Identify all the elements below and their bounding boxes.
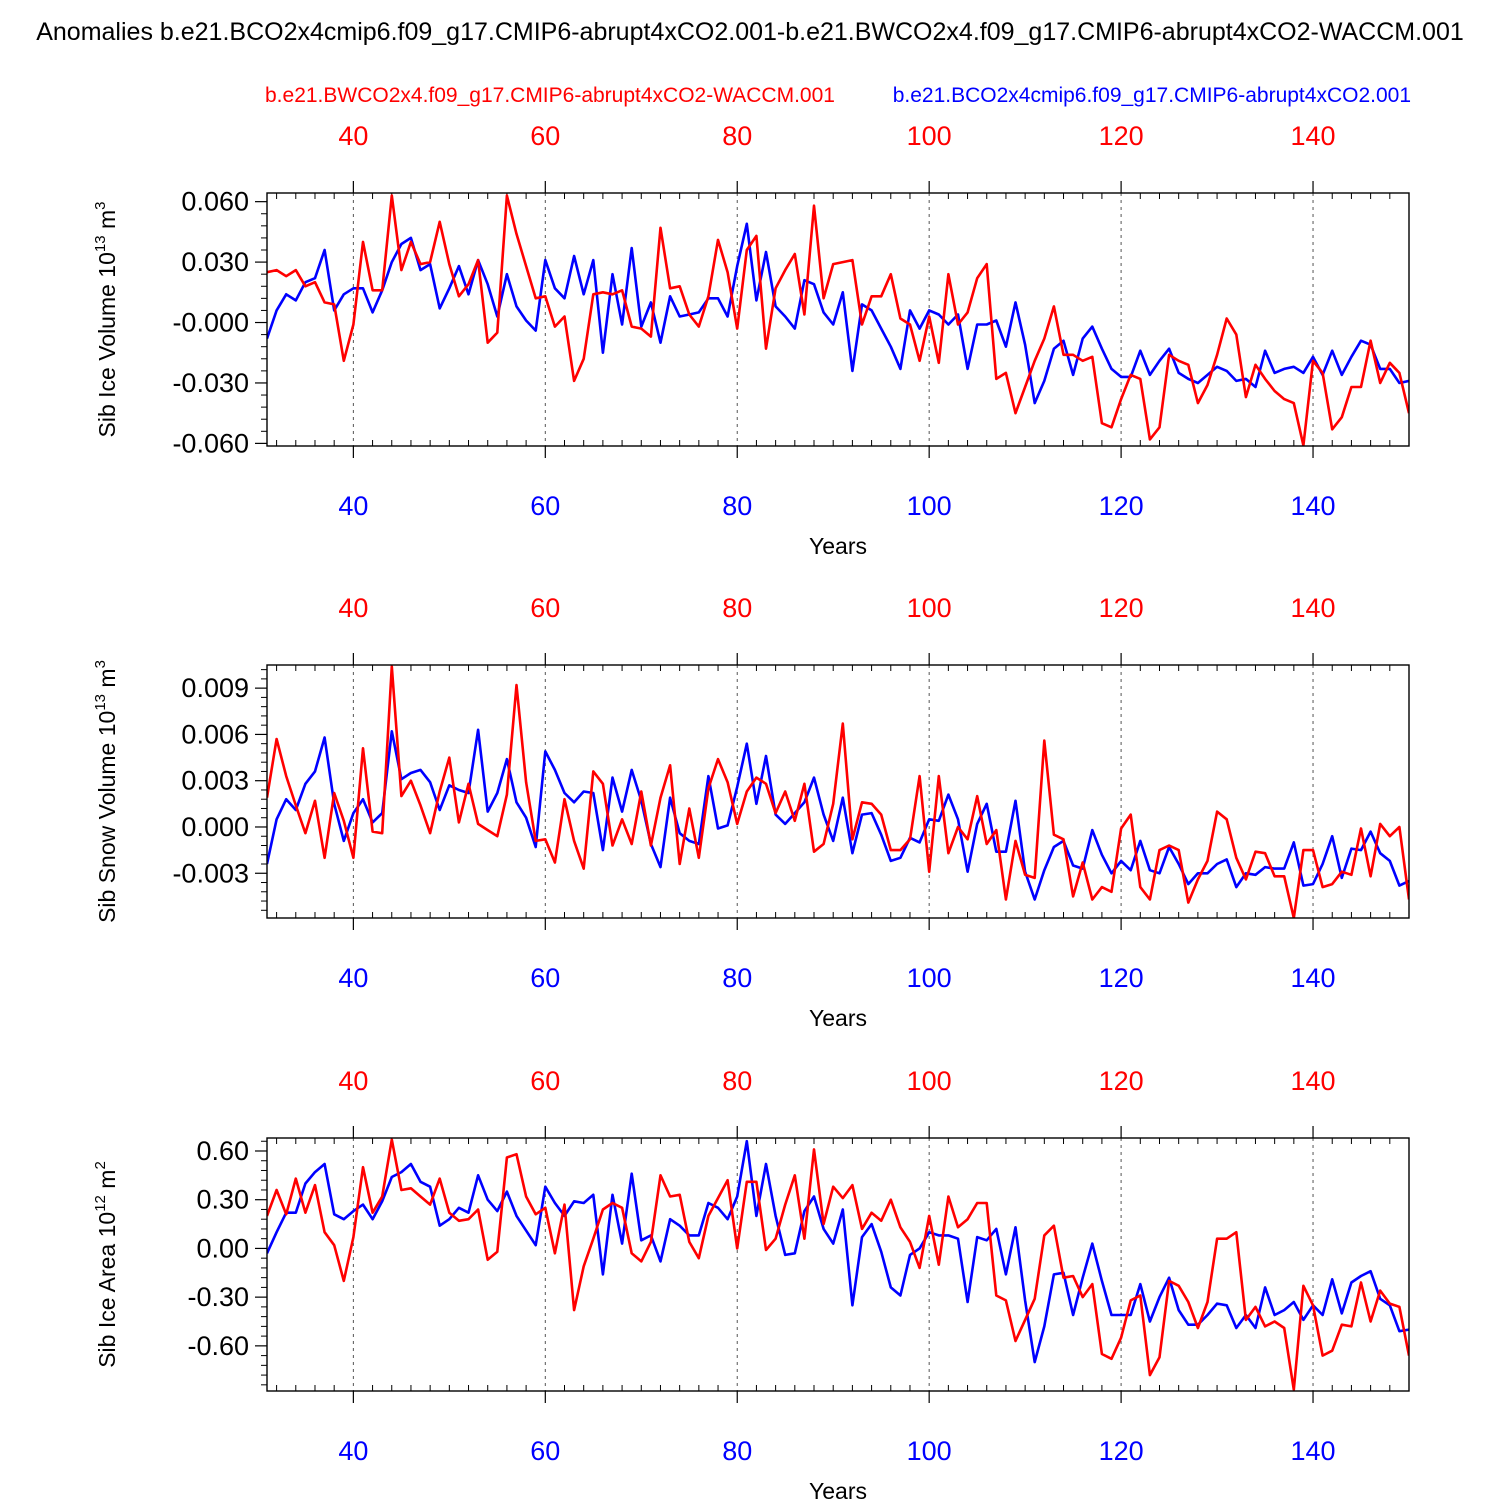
y-tick-label: -0.060 bbox=[172, 428, 249, 458]
x-tick-label-top: 100 bbox=[907, 121, 952, 151]
x-tick-label-top: 100 bbox=[907, 593, 952, 623]
x-tick-label-bottom: 60 bbox=[530, 491, 560, 521]
x-tick-label-top: 140 bbox=[1291, 593, 1336, 623]
x-tick-label-top: 40 bbox=[338, 1066, 368, 1096]
legend-blue-label: b.e21.BCO2x4cmip6.f09_g17.CMIP6-abrupt4x… bbox=[893, 84, 1411, 107]
y-tick-label: 0.060 bbox=[181, 187, 249, 217]
y-tick-label: 0.003 bbox=[181, 766, 249, 796]
x-tick-label-top: 100 bbox=[907, 1066, 952, 1096]
y-axis-label: Sib Ice Area 1012 m2 bbox=[92, 1161, 120, 1368]
y-tick-label: -0.30 bbox=[187, 1282, 249, 1312]
x-tick-label-bottom: 120 bbox=[1099, 963, 1144, 993]
x-tick-label-bottom: 40 bbox=[338, 1436, 368, 1466]
x-tick-label-bottom: 40 bbox=[338, 491, 368, 521]
blue-series-line bbox=[267, 222, 1409, 405]
x-tick-label-top: 60 bbox=[530, 593, 560, 623]
red-series-line bbox=[267, 665, 1409, 918]
x-tick-label-top: 60 bbox=[530, 1066, 560, 1096]
x-tick-label-bottom: 100 bbox=[907, 1436, 952, 1466]
x-tick-label-top: 80 bbox=[722, 121, 752, 151]
x-axis-label: Years bbox=[809, 1478, 867, 1500]
y-tick-label: -0.000 bbox=[172, 308, 249, 338]
x-tick-label-bottom: 120 bbox=[1099, 491, 1144, 521]
y-tick-label: 0.00 bbox=[196, 1233, 249, 1263]
x-tick-label-bottom: 100 bbox=[907, 491, 952, 521]
x-tick-label-bottom: 80 bbox=[722, 963, 752, 993]
plot-frame bbox=[266, 192, 1410, 447]
panel-2: -0.003 0.000 0.003 0.006 0.009 40 40 60 60 80 80 10… bbox=[92, 593, 1410, 1031]
y-axis-label: Sib Ice Volume 1013 m3 bbox=[92, 202, 120, 438]
x-tick-label-top: 120 bbox=[1099, 1066, 1144, 1096]
x-tick-label-bottom: 140 bbox=[1291, 491, 1336, 521]
x-tick-label-bottom: 40 bbox=[338, 963, 368, 993]
y-tick-label: 0.030 bbox=[181, 247, 249, 277]
y-tick-label: 0.006 bbox=[181, 719, 249, 749]
red-series-line bbox=[267, 194, 1409, 446]
x-tick-label-top: 120 bbox=[1099, 593, 1144, 623]
y-tick-label: 0.60 bbox=[196, 1136, 249, 1166]
x-tick-label-bottom: 80 bbox=[722, 491, 752, 521]
y-tick-label: -0.003 bbox=[172, 858, 249, 888]
x-tick-label-bottom: 60 bbox=[530, 1436, 560, 1466]
x-tick-label-top: 40 bbox=[338, 121, 368, 151]
x-tick-label-top: 60 bbox=[530, 121, 560, 151]
x-tick-label-bottom: 100 bbox=[907, 963, 952, 993]
x-tick-label-top: 40 bbox=[338, 593, 368, 623]
x-axis-label: Years bbox=[809, 533, 867, 559]
blue-series-line bbox=[267, 728, 1409, 901]
y-axis-label: Sib Snow Volume 1013 m3 bbox=[92, 660, 120, 923]
x-tick-label-bottom: 120 bbox=[1099, 1436, 1144, 1466]
x-tick-label-bottom: 140 bbox=[1291, 1436, 1336, 1466]
figure-title: Anomalies b.e21.BCO2x4cmip6.f09_g17.CMIP… bbox=[36, 18, 1464, 46]
x-tick-label-top: 140 bbox=[1291, 121, 1336, 151]
y-tick-label: -0.030 bbox=[172, 368, 249, 398]
plot-frame bbox=[266, 1137, 1410, 1392]
y-tick-label: 0.009 bbox=[181, 673, 249, 703]
x-tick-label-bottom: 140 bbox=[1291, 963, 1336, 993]
x-tick-label-bottom: 80 bbox=[722, 1436, 752, 1466]
y-tick-label: 0.000 bbox=[181, 812, 249, 842]
x-axis-label: Years bbox=[809, 1005, 867, 1031]
blue-series-line bbox=[267, 1139, 1409, 1364]
y-tick-label: 0.30 bbox=[196, 1185, 249, 1215]
panels-group: -0.060 -0.030 -0.000 0.030 0.060 40 40 60 60 80 80… bbox=[92, 121, 1410, 1500]
x-tick-label-bottom: 60 bbox=[530, 963, 560, 993]
red-series-line bbox=[267, 1138, 1409, 1391]
panel-3: -0.60 -0.30 0.00 0.30 0.60 40 40 60 60 80 80 100 100… bbox=[92, 1066, 1410, 1500]
y-tick-label: -0.60 bbox=[187, 1331, 249, 1361]
x-tick-label-top: 140 bbox=[1291, 1066, 1336, 1096]
plot-frame bbox=[266, 664, 1410, 919]
legend-red-label: b.e21.BWCO2x4.f09_g17.CMIP6-abrupt4xCO2-… bbox=[265, 84, 835, 107]
x-tick-label-top: 80 bbox=[722, 1066, 752, 1096]
x-tick-label-top: 120 bbox=[1099, 121, 1144, 151]
x-tick-label-top: 80 bbox=[722, 593, 752, 623]
panel-1: -0.060 -0.030 -0.000 0.030 0.060 40 40 60 60 80 80… bbox=[92, 121, 1410, 559]
